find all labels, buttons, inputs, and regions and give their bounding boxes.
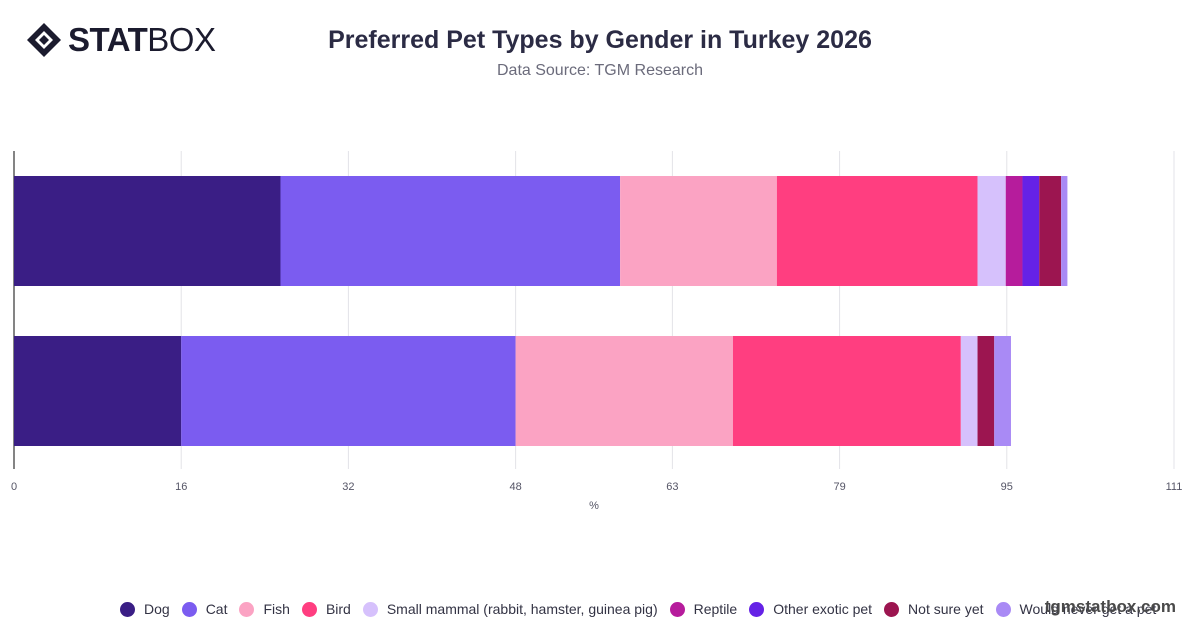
x-tick-label: 32 xyxy=(342,481,354,493)
legend-label: Reptile xyxy=(693,601,738,617)
legend-item[interactable]: Fish xyxy=(239,601,290,617)
watermark: tgmstatbox.com xyxy=(1044,597,1176,616)
legend-swatch xyxy=(301,601,317,617)
bar-segment-small-mammal-rabbit-hamster-guinea-pig xyxy=(977,176,1006,286)
bar-segment-fish xyxy=(515,336,733,446)
legend-label: Bird xyxy=(325,601,351,617)
bar-segment-dog xyxy=(14,176,281,286)
chart-legend: Dog Cat Fish Bird Small mammal (rabbit, hams… xyxy=(120,601,1168,617)
legend-item[interactable]: Would never get a pet xyxy=(995,601,1157,617)
x-tick-label: 95 xyxy=(1001,481,1013,493)
bar-segment-fish xyxy=(620,176,777,286)
statbox-logo: STATBOX xyxy=(26,21,216,58)
legend-swatch xyxy=(749,601,765,617)
legend-label: Small mammal (rabbit, hamster, guinea pi… xyxy=(386,601,658,617)
legend-item[interactable]: Bird xyxy=(301,601,351,617)
bar-segment-cat xyxy=(181,336,516,446)
bar-segment-not-sure-yet xyxy=(1039,176,1062,286)
bar-segment-cat xyxy=(280,176,621,286)
x-tick-label: 63 xyxy=(666,481,678,493)
bar-segment-other-exotic-pet xyxy=(1022,176,1040,286)
legend-swatch xyxy=(669,601,685,617)
legend-label: Would never get a pet xyxy=(1019,601,1157,617)
bar-segment-small-mammal-rabbit-hamster-guinea-pig xyxy=(960,336,978,446)
legend-item[interactable]: Dog xyxy=(120,601,170,617)
logo-wordmark: STATBOX xyxy=(68,21,216,58)
bar-segment-would-never-get-a-pet xyxy=(1061,176,1068,286)
legend-swatch xyxy=(239,601,255,617)
x-tick-label: 48 xyxy=(509,481,521,493)
chart-title: Preferred Pet Types by Gender in Turkey … xyxy=(328,26,872,54)
bar-segment-bird xyxy=(732,336,961,446)
legend-swatch xyxy=(362,601,378,617)
legend-item[interactable]: Small mammal (rabbit, hamster, guinea pi… xyxy=(362,601,658,617)
bar-segment-would-never-get-a-pet xyxy=(994,336,1011,446)
bar-segment-dog xyxy=(14,336,182,446)
legend-swatch xyxy=(884,601,900,617)
legend-swatch xyxy=(995,601,1011,617)
x-tick-label: 0 xyxy=(11,481,17,493)
legend-label: Not sure yet xyxy=(908,601,984,617)
x-tick-label: 111 xyxy=(1166,481,1183,493)
bar-segment-not-sure-yet xyxy=(977,336,995,446)
diamond-logo-icon xyxy=(27,23,61,57)
logo-word-box: BOX xyxy=(147,21,216,58)
legend-item[interactable]: Not sure yet xyxy=(884,601,984,617)
legend-swatch xyxy=(120,601,135,617)
legend-label: Fish xyxy=(263,601,290,617)
legend-item[interactable]: Other exotic pet xyxy=(749,601,872,617)
legend-item[interactable]: Cat xyxy=(181,601,228,617)
bar-segment-bird xyxy=(776,176,978,286)
x-tick-label: 79 xyxy=(833,481,845,493)
x-tick-label: 16 xyxy=(175,481,187,493)
legend-label: Other exotic pet xyxy=(773,601,873,617)
legend-swatch xyxy=(181,601,197,617)
bar-segment-reptile xyxy=(1005,176,1023,286)
legend-label: Cat xyxy=(205,601,228,617)
legend-item[interactable]: Reptile xyxy=(669,601,738,617)
x-axis-label: % xyxy=(589,500,599,512)
logo-word-stat: STAT xyxy=(68,21,148,58)
chart-subtitle: Data Source: TGM Research xyxy=(496,62,703,79)
legend-label: Dog xyxy=(144,601,170,617)
